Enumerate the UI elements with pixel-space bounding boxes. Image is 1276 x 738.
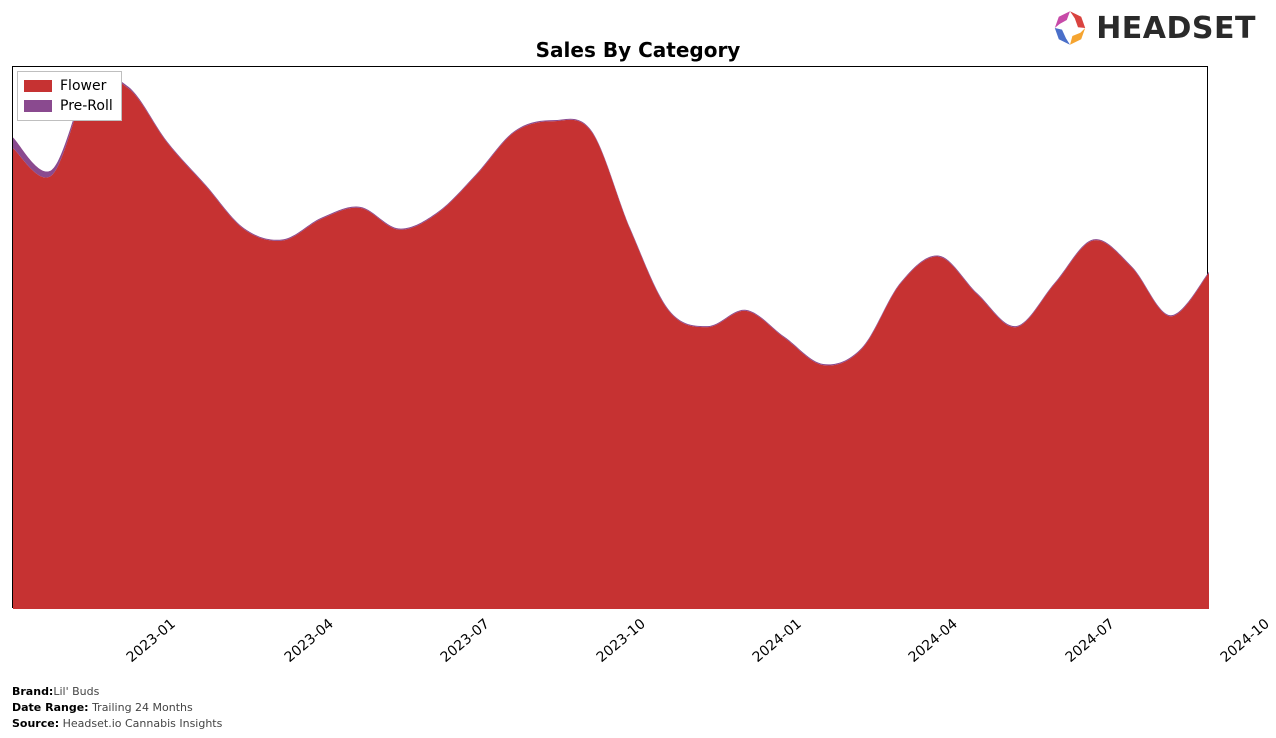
x-tick-label: 2023-10 xyxy=(593,616,648,666)
x-tick-label: 2023-01 xyxy=(123,616,178,666)
legend-item: Flower xyxy=(24,76,113,96)
legend-label: Pre-Roll xyxy=(60,96,113,116)
x-tick-label: 2023-07 xyxy=(438,616,493,666)
chart-legend: FlowerPre-Roll xyxy=(17,71,122,121)
legend-swatch xyxy=(24,100,52,112)
x-tick-label: 2024-01 xyxy=(750,616,805,666)
chart-plot-area: FlowerPre-Roll xyxy=(12,66,1208,608)
chart-svg xyxy=(13,67,1209,609)
meta-brand: Brand:Lil' Buds xyxy=(12,684,222,700)
logo-text: HEADSET xyxy=(1096,11,1256,46)
chart-title: Sales By Category xyxy=(536,38,741,62)
legend-item: Pre-Roll xyxy=(24,96,113,116)
area-series xyxy=(13,76,1209,609)
x-tick-label: 2024-10 xyxy=(1218,616,1273,666)
meta-daterange: Date Range: Trailing 24 Months xyxy=(12,700,222,716)
logo-icon xyxy=(1050,8,1090,48)
chart-metadata: Brand:Lil' Buds Date Range: Trailing 24 … xyxy=(12,684,222,732)
headset-logo: HEADSET xyxy=(1050,8,1256,48)
legend-label: Flower xyxy=(60,76,106,96)
x-tick-label: 2023-04 xyxy=(281,616,336,666)
x-tick-label: 2024-04 xyxy=(906,616,961,666)
x-tick-label: 2024-07 xyxy=(1062,616,1117,666)
legend-swatch xyxy=(24,80,52,92)
meta-source: Source: Headset.io Cannabis Insights xyxy=(12,716,222,732)
